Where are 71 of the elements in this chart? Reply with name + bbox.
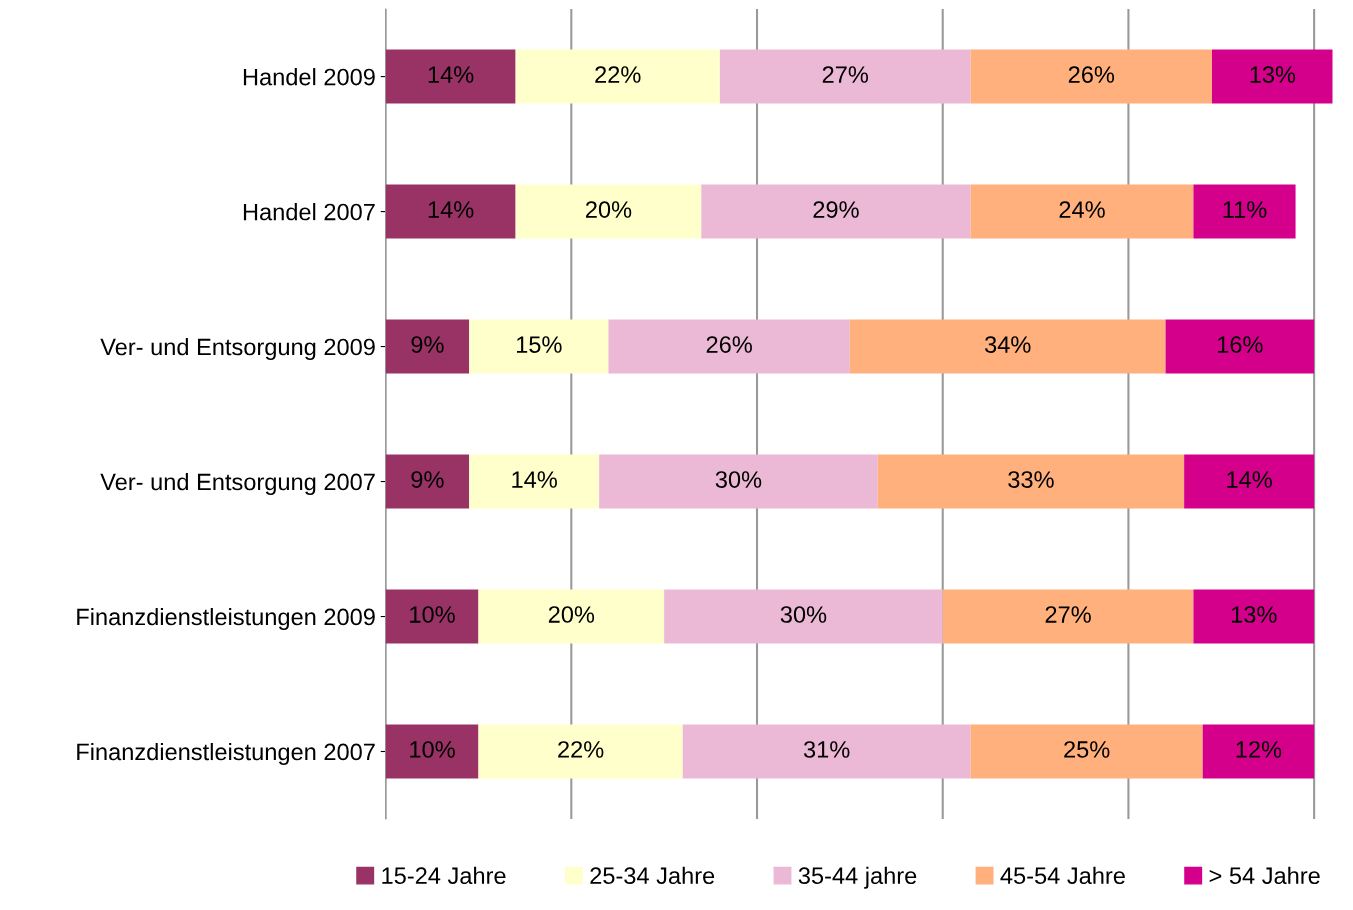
bar [849,319,1166,374]
data-label: 22% [595,66,641,83]
data-label: 20% [586,201,632,218]
data-label: 29% [813,201,859,218]
y-tick-label: Handel 2009 [243,68,375,86]
bar [701,184,971,239]
bar [478,724,683,779]
bar [1193,184,1296,239]
data-label: 33% [1008,471,1054,488]
bar [385,454,470,509]
y-tick-label: Ver- und Entsorgung 2009 [100,338,375,361]
bar [515,49,720,104]
data-label: 27% [1045,606,1091,623]
y-tick-label: Ver- und Entsorgung 2007 [100,472,375,495]
data-label: 20% [548,606,595,623]
data-label: 9% [411,336,444,353]
data-label: 10% [410,741,455,758]
data-label: 26% [706,336,752,353]
data-label: 24% [1059,201,1105,218]
data-label: 14% [428,66,474,83]
data-label: 14% [1227,471,1272,488]
bar [469,319,609,374]
data-label: 30% [715,471,762,488]
bar [970,184,1194,239]
data-label: 26% [1068,66,1115,83]
data-label: 11% [1223,201,1267,218]
bar [478,589,665,644]
bar [1165,319,1315,374]
data-label: 14% [428,201,474,218]
data-label: 14% [512,471,557,488]
bar [515,184,702,239]
legend-label: 25-34 Jahre [590,866,715,885]
bar [970,49,1212,104]
bar [469,454,600,509]
bar [385,49,516,104]
legend-label: 15-24 Jahre [382,866,506,885]
data-label: 30% [780,606,827,623]
data-label: 12% [1236,741,1282,758]
bar [1184,454,1315,509]
bar [385,589,479,644]
legend-label: > 54 Jahre [1209,866,1320,885]
data-label: 22% [558,741,604,758]
bar [1212,49,1333,104]
data-label: 27% [822,66,869,83]
bar [599,454,878,509]
legend-label: 45-54 Jahre [1000,866,1125,885]
data-label: 25% [1064,741,1110,758]
data-label: 15% [516,336,562,353]
bar [385,184,516,239]
data-label: 13% [1231,606,1277,623]
y-tick-label: Finanzdienstleistungen 2009 [77,607,375,630]
bar [877,454,1185,509]
bar [719,49,971,104]
bar [682,724,971,779]
data-label: 34% [984,336,1031,353]
bar [1202,724,1315,779]
y-tick-label: Finanzdienstleistungen 2007 [77,742,375,765]
bar [608,319,850,374]
data-label: 13% [1250,66,1296,83]
bar [942,589,1194,644]
bar [970,724,1203,779]
data-label: 9% [411,471,444,488]
bar [385,724,479,779]
data-label: 16% [1218,336,1263,353]
bar [385,319,470,374]
data-label: 10% [410,606,455,623]
data-label: 31% [803,741,850,758]
legend-label: 35-44 jahre [798,866,917,889]
bar [1193,589,1315,644]
bar [664,589,943,644]
y-tick-label: Handel 2007 [243,203,375,221]
